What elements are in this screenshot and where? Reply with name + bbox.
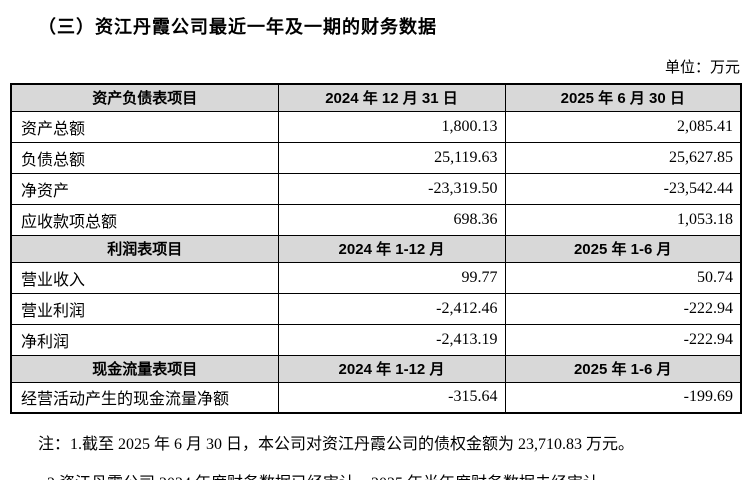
header-item-cell: 利润表项目	[10, 234, 279, 263]
footnote-1: 注：1.截至 2025 年 6 月 30 日，本公司对资江丹霞公司的债权金额为 …	[38, 436, 635, 453]
header-period2-cell: 2025 年 1-6 月	[504, 234, 742, 263]
value-cell-period2: 50.74	[504, 261, 742, 294]
header-period1-cell: 2024 年 12 月 31 日	[277, 83, 506, 112]
value-cell-period1: -2,412.46	[277, 292, 506, 325]
header-item-cell: 现金流量表项目	[10, 354, 279, 383]
row-label-cell: 负债总额	[10, 141, 279, 174]
section-title: （三）资江丹霞公司最近一年及一期的财务数据	[38, 17, 437, 37]
table-row: 经营活动产生的现金流量净额 -315.64 -199.69	[10, 381, 742, 414]
table-row: 营业收入 99.77 50.74	[10, 261, 742, 294]
value-cell-period1: -23,319.50	[277, 172, 506, 205]
header-period1-cell: 2024 年 1-12 月	[277, 234, 506, 263]
table-row: 净利润 -2,413.19 -222.94	[10, 323, 742, 356]
header-period2-cell: 2025 年 1-6 月	[504, 354, 742, 383]
header-period1-cell: 2024 年 1-12 月	[277, 354, 506, 383]
row-label-cell: 资产总额	[10, 110, 279, 143]
header-period2-cell: 2025 年 6 月 30 日	[504, 83, 742, 112]
value-cell-period2: 25,627.85	[504, 141, 742, 174]
footnotes: 注：1.截至 2025 年 6 月 30 日，本公司对资江丹霞公司的债权金额为 …	[0, 430, 750, 480]
row-label-cell: 应收款项总额	[10, 203, 279, 236]
table-row: 应收款项总额 698.36 1,053.18	[10, 203, 742, 236]
section-header-row-cash-flow: 现金流量表项目 2024 年 1-12 月 2025 年 1-6 月	[10, 354, 742, 383]
value-cell-period2: -23,542.44	[504, 172, 742, 205]
row-label-cell: 营业利润	[10, 292, 279, 325]
value-cell-period2: -222.94	[504, 292, 742, 325]
table-row: 净资产 -23,319.50 -23,542.44	[10, 172, 742, 205]
value-cell-period2: 2,085.41	[504, 110, 742, 143]
footnote-2: 2.资江丹霞公司 2024 年度财务数据已经审计，2025 年半年度财务数据未经…	[47, 469, 750, 480]
section-header-row-balance-sheet: 资产负债表项目 2024 年 12 月 31 日 2025 年 6 月 30 日	[10, 83, 742, 112]
row-label-cell: 净资产	[10, 172, 279, 205]
value-cell-period1: -315.64	[277, 381, 506, 414]
header-item-cell: 资产负债表项目	[10, 83, 279, 112]
unit-label: 单位：万元	[664, 60, 740, 76]
value-cell-period1: 99.77	[277, 261, 506, 294]
financial-data-table: 资产负债表项目 2024 年 12 月 31 日 2025 年 6 月 30 日…	[10, 83, 742, 414]
value-cell-period2: -222.94	[504, 323, 742, 356]
value-cell-period2: 1,053.18	[504, 203, 742, 236]
value-cell-period1: -2,413.19	[277, 323, 506, 356]
value-cell-period1: 1,800.13	[277, 110, 506, 143]
row-label-cell: 营业收入	[10, 261, 279, 294]
table-row: 营业利润 -2,412.46 -222.94	[10, 292, 742, 325]
row-label-cell: 经营活动产生的现金流量净额	[10, 381, 279, 414]
value-cell-period1: 698.36	[277, 203, 506, 236]
row-label-cell: 净利润	[10, 323, 279, 356]
section-header-row-income-statement: 利润表项目 2024 年 1-12 月 2025 年 1-6 月	[10, 234, 742, 263]
value-cell-period2: -199.69	[504, 381, 742, 414]
table-row: 负债总额 25,119.63 25,627.85	[10, 141, 742, 174]
value-cell-period1: 25,119.63	[277, 141, 506, 174]
table-row: 资产总额 1,800.13 2,085.41	[10, 110, 742, 143]
